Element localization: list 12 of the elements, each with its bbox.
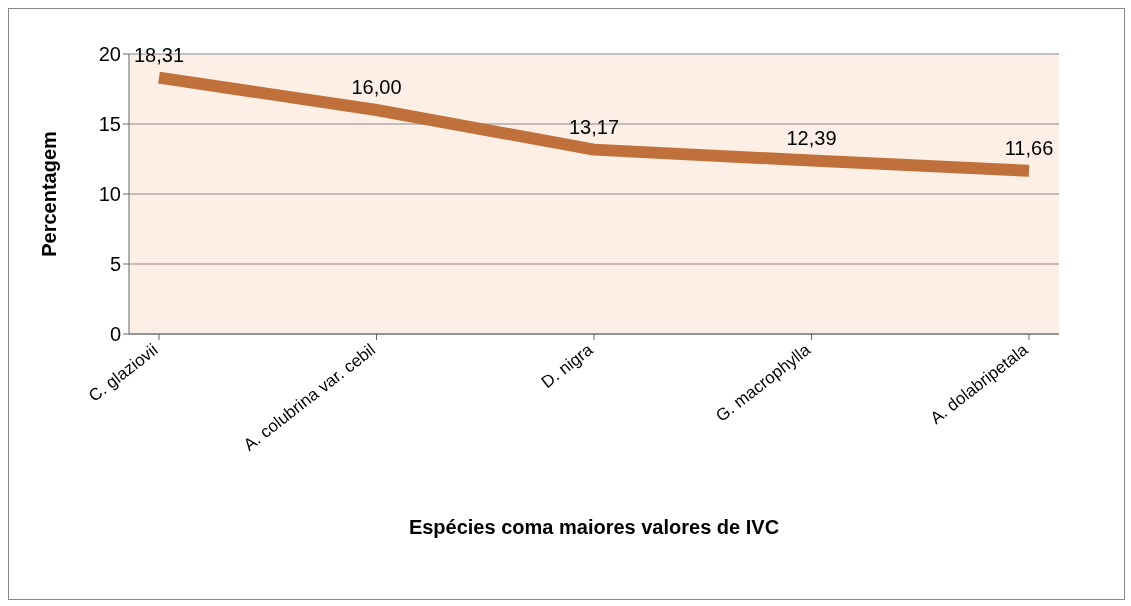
data-label: 16,00 <box>351 76 402 98</box>
y-tick-label: 10 <box>98 183 121 206</box>
data-label: 13,17 <box>568 115 620 138</box>
data-label: 18,31 <box>133 43 185 66</box>
y-tick-label: 5 <box>109 253 121 276</box>
y-tick-label: 15 <box>98 113 121 136</box>
y-tick-label: 20 <box>98 43 121 66</box>
x-axis-title: Espécies coma maiores valores de IVC <box>408 516 780 538</box>
data-label: 12,39 <box>786 126 837 149</box>
y-axis-title: Percentagem <box>38 131 61 257</box>
data-label: 11,66 <box>1004 136 1054 159</box>
y-tick-label: 0 <box>109 323 121 346</box>
